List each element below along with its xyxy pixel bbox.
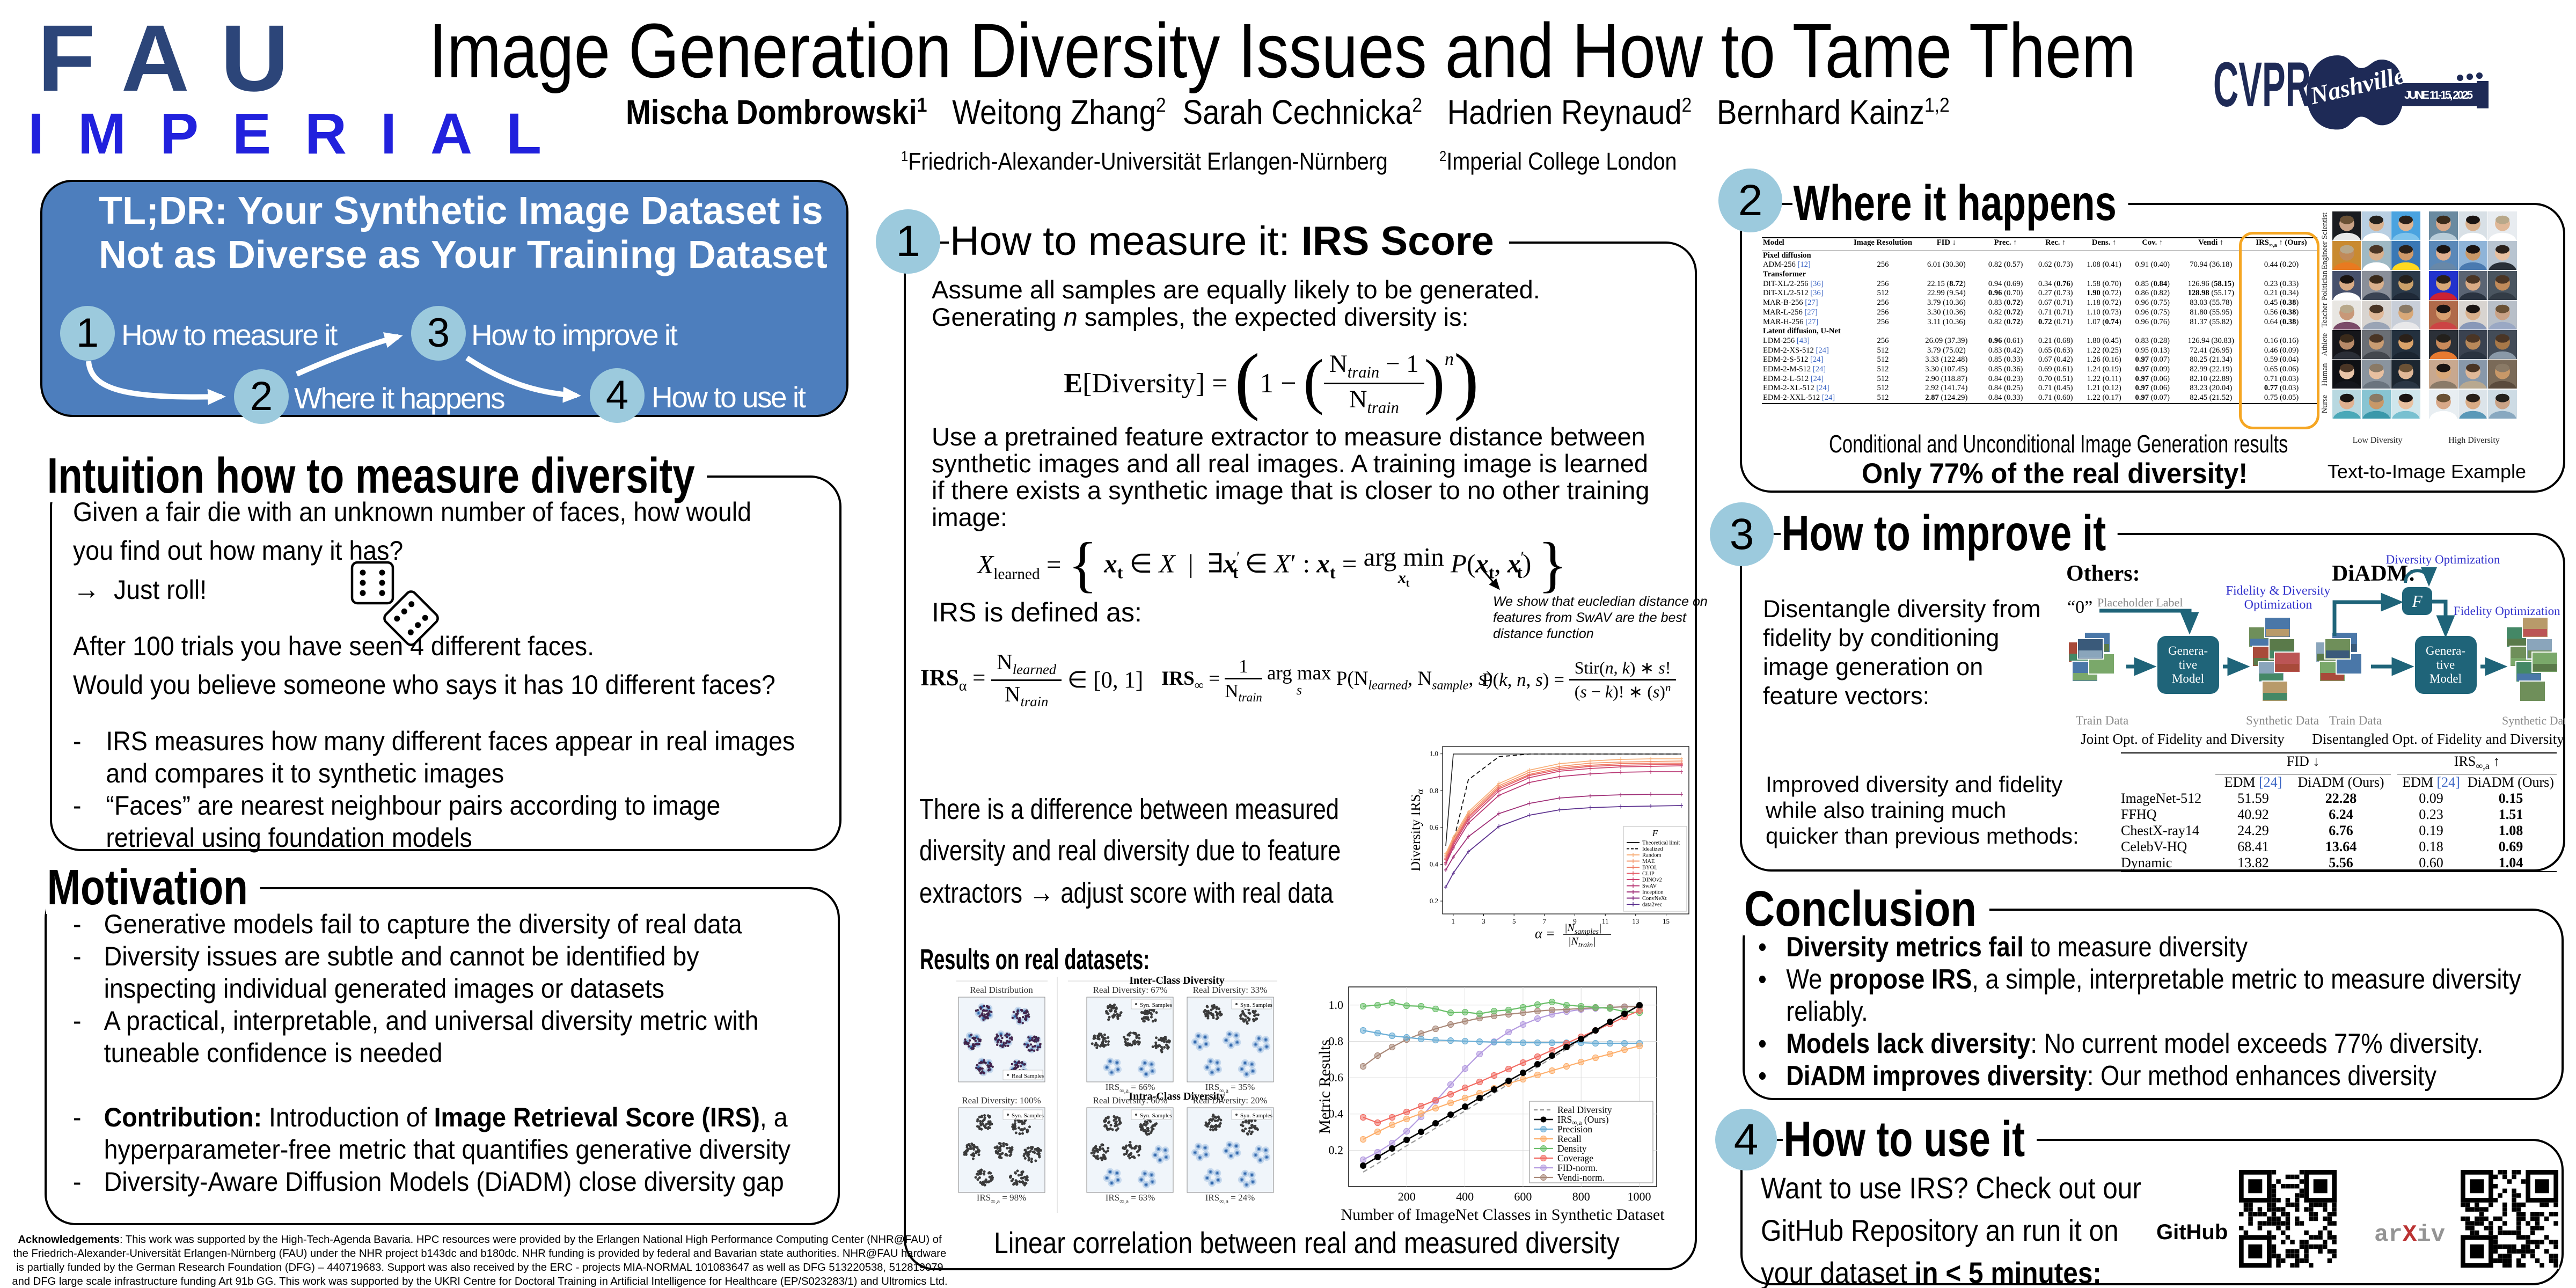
svg-text:Genera-: Genera-	[2426, 644, 2465, 657]
svg-text:BYOL: BYOL	[1642, 865, 1658, 871]
svg-text:0.2: 0.2	[1329, 1143, 1344, 1157]
svg-text:JUNE 11-15, 2025: JUNE 11-15, 2025	[2404, 89, 2473, 101]
svg-text:Joint Opt. of Fidelity and Div: Joint Opt. of Fidelity and Diversity	[2081, 731, 2285, 747]
svg-text:Others:: Others:	[2066, 561, 2140, 586]
svg-text:Precision: Precision	[1557, 1124, 1592, 1135]
svg-text:Syn. Samples: Syn. Samples	[1240, 1113, 1272, 1119]
svg-text:9: 9	[1573, 917, 1577, 925]
svg-text:0.6: 0.6	[1430, 823, 1439, 831]
svg-text:Diversity IRSα: Diversity IRSα	[1411, 789, 1425, 872]
svg-text:data2vec: data2vec	[1642, 902, 1663, 908]
svg-text:Train Data: Train Data	[2329, 714, 2382, 727]
svg-text:Real Diversity: 20%: Real Diversity: 20%	[1193, 1095, 1268, 1106]
svg-text:Real Diversity: 33%: Real Diversity: 33%	[1193, 985, 1268, 995]
svg-text:0.8: 0.8	[1329, 1035, 1344, 1048]
svg-text:200: 200	[1398, 1190, 1416, 1203]
svg-text:13: 13	[1632, 917, 1639, 925]
svg-text:Real Distribution: Real Distribution	[970, 985, 1033, 995]
svg-text:tive: tive	[2436, 658, 2455, 671]
svg-text:3: 3	[1482, 917, 1485, 925]
svg-text:CLIP: CLIP	[1642, 871, 1655, 877]
svg-text:0.6: 0.6	[1329, 1071, 1344, 1084]
svg-text:0.4: 0.4	[1430, 860, 1439, 868]
svg-text:Inter-Class Diversity: Inter-Class Diversity	[1129, 975, 1225, 986]
svg-text:Density: Density	[1557, 1143, 1587, 1154]
svg-text:Coverage: Coverage	[1557, 1153, 1593, 1163]
svg-text:Train Data: Train Data	[2076, 714, 2128, 727]
svg-text:Fidelity Optimization: Fidelity Optimization	[2454, 604, 2560, 618]
svg-text:Metric Results: Metric Results	[1316, 1040, 1334, 1134]
svg-text:F: F	[1652, 828, 1658, 838]
svg-text:Model: Model	[2172, 672, 2204, 685]
svg-text:Model: Model	[2429, 672, 2462, 685]
svg-text:Syn. Samples: Syn. Samples	[1012, 1113, 1044, 1119]
svg-text:IRS∞,a = 98%: IRS∞,a = 98%	[977, 1192, 1027, 1205]
svg-text:1: 1	[1452, 917, 1455, 925]
svg-text:800: 800	[1572, 1190, 1590, 1203]
svg-text:CVPR: CVPR	[2213, 51, 2311, 120]
svg-text:Vendi-norm.: Vendi-norm.	[1557, 1172, 1605, 1183]
svg-text:Placeholder Label: Placeholder Label	[2097, 596, 2183, 609]
svg-text:Recall: Recall	[1557, 1133, 1582, 1144]
svg-text:5: 5	[1512, 917, 1516, 925]
svg-text:0.8: 0.8	[1430, 786, 1438, 794]
svg-text:ConvNeXt: ConvNeXt	[1642, 896, 1667, 902]
svg-text:IRS∞,a = 63%: IRS∞,a = 63%	[1106, 1192, 1155, 1205]
svg-text:IRS∞,a = 24%: IRS∞,a = 24%	[1205, 1192, 1255, 1205]
svg-text:Optimization: Optimization	[2244, 598, 2312, 612]
svg-text:Intra-Class Diversity: Intra-Class Diversity	[1129, 1091, 1225, 1102]
svg-text:Inception: Inception	[1642, 890, 1664, 896]
svg-text:0.2: 0.2	[1430, 897, 1438, 905]
svg-text:Syn. Samples: Syn. Samples	[1140, 1002, 1172, 1008]
svg-text:Synthetic Data: Synthetic Data	[2502, 714, 2565, 727]
svg-text:FID-norm.: FID-norm.	[1557, 1162, 1598, 1173]
svg-text:Synthetic Data: Synthetic Data	[2246, 714, 2319, 727]
svg-text:α =: α =	[1535, 926, 1555, 941]
svg-text:Number of ImageNet Classes in: Number of ImageNet Classes in Synthetic …	[1341, 1206, 1665, 1224]
svg-text:7: 7	[1543, 917, 1547, 925]
svg-text:|Ntrain|: |Ntrain|	[1568, 935, 1596, 949]
svg-text:Disentangled Opt. of Fidelity: Disentangled Opt. of Fidelity and Divers…	[2312, 731, 2564, 747]
svg-text:600: 600	[1514, 1190, 1532, 1203]
svg-text:Diversity Optimization: Diversity Optimization	[2386, 553, 2500, 566]
svg-text:“0”: “0”	[2067, 597, 2092, 617]
svg-text:1000: 1000	[1628, 1190, 1651, 1203]
svg-text:Theoretical limit: Theoretical limit	[1642, 840, 1680, 846]
svg-text:1.0: 1.0	[1430, 750, 1438, 758]
svg-text:Random: Random	[1642, 853, 1662, 859]
svg-text:400: 400	[1456, 1190, 1474, 1203]
svg-text:15: 15	[1663, 917, 1670, 925]
svg-text:MAE: MAE	[1642, 859, 1655, 865]
svg-text:Genera-: Genera-	[2168, 644, 2208, 657]
svg-text:Real Diversity: 100%: Real Diversity: 100%	[962, 1095, 1041, 1106]
svg-text:1.0: 1.0	[1329, 998, 1344, 1012]
svg-text:DINOv2: DINOv2	[1642, 877, 1662, 883]
svg-text:Fidelity & Diversity: Fidelity & Diversity	[2226, 584, 2331, 598]
svg-text:IRS∞,a = 35%: IRS∞,a = 35%	[1205, 1082, 1255, 1094]
svg-text:Real Samples: Real Samples	[1012, 1073, 1044, 1079]
svg-text:tive: tive	[2179, 658, 2198, 671]
svg-text:SwAV: SwAV	[1642, 883, 1657, 889]
svg-text:Real Diversity: 60%: Real Diversity: 60%	[1093, 1095, 1168, 1106]
svg-text:|Nsamples|: |Nsamples|	[1564, 922, 1601, 936]
svg-text:11: 11	[1602, 917, 1609, 925]
svg-text:Idealized: Idealized	[1642, 846, 1663, 852]
svg-text:Real Diversity: Real Diversity	[1557, 1104, 1612, 1115]
svg-text:0.4: 0.4	[1329, 1107, 1344, 1121]
svg-text:Syn. Samples: Syn. Samples	[1140, 1113, 1172, 1119]
svg-text:Syn. Samples: Syn. Samples	[1240, 1002, 1272, 1008]
svg-text:DiADM:: DiADM:	[2332, 561, 2416, 586]
svg-text:Real Diversity: 67%: Real Diversity: 67%	[1093, 985, 1168, 995]
svg-text:F: F	[2411, 591, 2423, 611]
svg-text:IRS∞,a (Ours): IRS∞,a (Ours)	[1557, 1114, 1609, 1126]
svg-text:IRS∞,a = 66%: IRS∞,a = 66%	[1106, 1082, 1155, 1094]
